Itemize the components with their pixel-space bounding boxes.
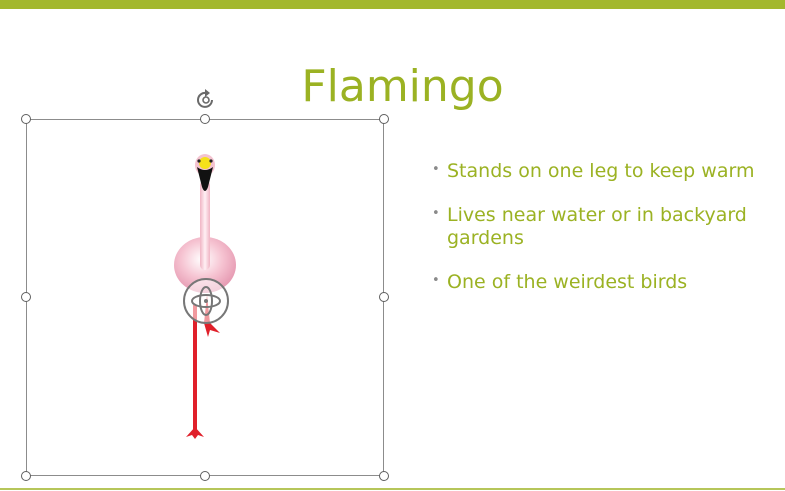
bottom-accent-rule: [0, 488, 785, 490]
bullet-text: Stands on one leg to keep warm: [447, 160, 755, 182]
slide-title[interactable]: Flamingo: [301, 61, 504, 112]
resize-handle-top-left[interactable]: [21, 114, 31, 124]
bullet-dot-icon: •: [432, 162, 440, 177]
resize-handle-bottom-right[interactable]: [379, 471, 389, 481]
bullet-text: Lives near water or in backyard gardens: [447, 204, 747, 249]
resize-handle-bottom-left[interactable]: [21, 471, 31, 481]
bullet-dot-icon: •: [432, 206, 440, 221]
resize-handle-top[interactable]: [200, 114, 210, 124]
bullet-item: • Lives near water or in backyard garden…: [430, 204, 775, 250]
resize-handle-left[interactable]: [21, 292, 31, 302]
resize-handle-right[interactable]: [379, 292, 389, 302]
bullet-list[interactable]: • Stands on one leg to keep warm • Lives…: [430, 160, 775, 315]
3d-rotate-icon[interactable]: [181, 276, 231, 326]
resize-handle-bottom[interactable]: [200, 471, 210, 481]
bullet-dot-icon: •: [432, 273, 440, 288]
resize-handle-top-right[interactable]: [379, 114, 389, 124]
rotate-icon[interactable]: [193, 88, 219, 112]
bullet-text: One of the weirdest birds: [447, 271, 688, 293]
bullet-item: • Stands on one leg to keep warm: [430, 160, 775, 183]
bullet-item: • One of the weirdest birds: [430, 271, 775, 294]
top-accent-band: [0, 0, 785, 9]
